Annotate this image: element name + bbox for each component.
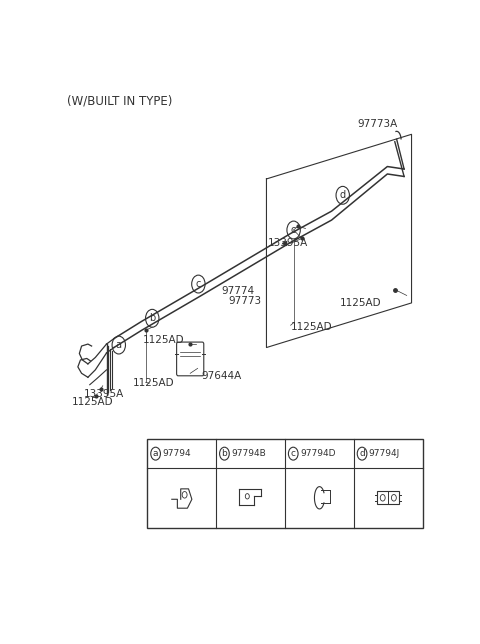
Text: 97794B: 97794B: [231, 449, 266, 458]
Text: 1125AD: 1125AD: [339, 298, 381, 308]
Text: (W/BUILT IN TYPE): (W/BUILT IN TYPE): [67, 95, 173, 108]
Text: 97794: 97794: [162, 449, 191, 458]
Text: 1125AD: 1125AD: [72, 397, 114, 407]
Text: 1125AD: 1125AD: [290, 322, 332, 332]
Bar: [147, 439, 423, 527]
Text: 97644A: 97644A: [202, 371, 241, 381]
Text: a: a: [116, 340, 122, 350]
Text: 97794J: 97794J: [369, 449, 400, 458]
Text: c: c: [291, 225, 296, 235]
Text: d: d: [340, 190, 346, 200]
Text: 1125AD: 1125AD: [132, 378, 174, 388]
Text: c: c: [291, 449, 296, 458]
Text: 13395A: 13395A: [84, 389, 124, 399]
Text: b: b: [149, 313, 156, 323]
Text: 1125AD: 1125AD: [143, 335, 185, 345]
Text: 13395A: 13395A: [267, 238, 308, 249]
Text: c: c: [196, 279, 201, 289]
Bar: [377, 491, 399, 504]
Text: b: b: [222, 449, 228, 458]
Text: 97773: 97773: [228, 296, 262, 307]
Text: 97794D: 97794D: [300, 449, 336, 458]
Text: d: d: [359, 449, 365, 458]
Text: 97774: 97774: [222, 285, 255, 296]
Text: a: a: [153, 449, 158, 458]
Text: 97773A: 97773A: [358, 119, 398, 129]
